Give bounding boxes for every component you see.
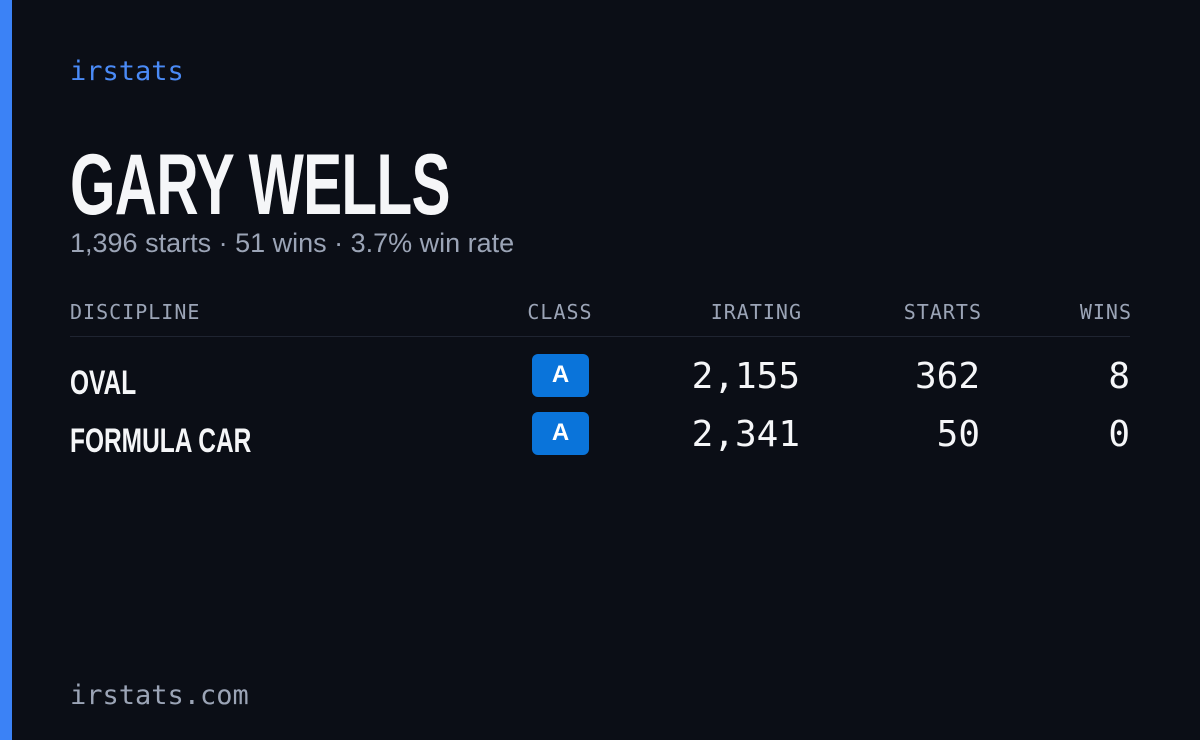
brand: irstats [70,56,184,87]
wins: 0 [1108,414,1130,455]
header-rule [70,336,1130,337]
player-name: GARY WELLS [70,137,451,233]
column-header: CLASS [527,300,593,324]
column-header: WINS [1079,300,1132,324]
summary: 1,396 starts · 51 wins · 3.7% win rate [70,228,515,258]
column-header: DISCIPLINE [70,300,201,324]
starts: 362 [914,356,980,397]
class-badge: A [532,354,589,397]
column-header: IRATING [710,300,802,324]
discipline: OVAL [70,364,137,402]
wins: 8 [1108,356,1130,397]
column-header: STARTS [903,300,982,324]
starts: 50 [936,414,980,455]
discipline: FORMULA CAR [70,422,252,460]
irating: 2,155 [691,356,800,397]
irating: 2,341 [691,414,800,455]
footer-url: irstats.com [70,680,249,711]
accent-bar [0,0,12,740]
class-badge: A [532,412,589,455]
